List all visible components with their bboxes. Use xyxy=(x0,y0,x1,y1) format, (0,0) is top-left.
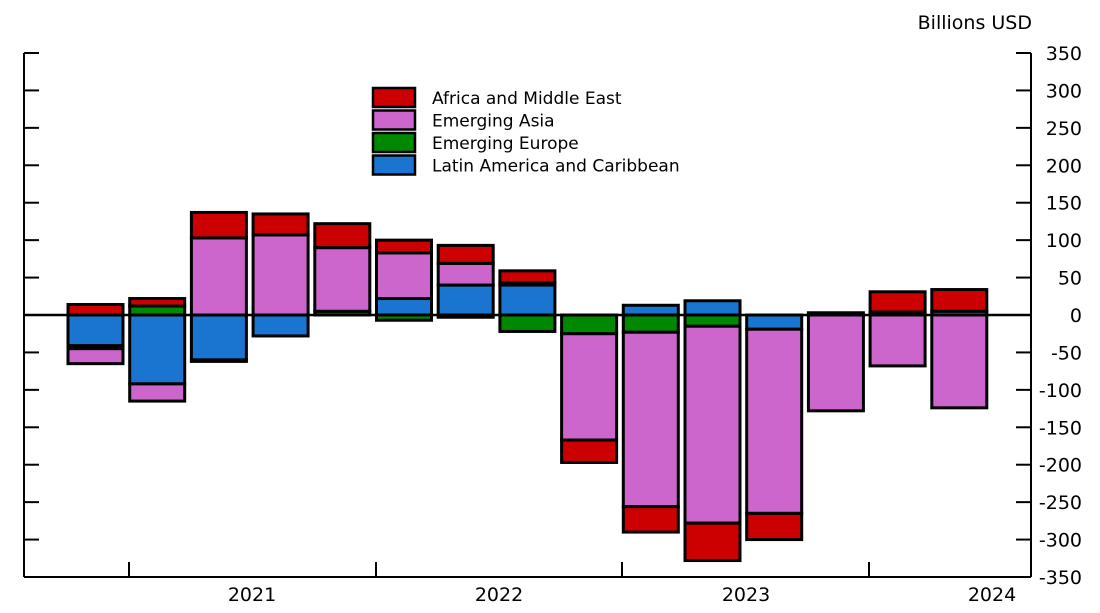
y-tick-label: 50 xyxy=(1058,268,1082,290)
legend-label: Emerging Asia xyxy=(432,112,555,132)
x-tick-label: 2022 xyxy=(475,584,523,606)
legend-swatch xyxy=(371,154,417,176)
x-tick-label: 2024 xyxy=(968,584,1016,606)
bar-segment-latin-america-and-caribbean xyxy=(375,297,433,317)
legend-label: Latin America and Caribbean xyxy=(432,157,680,177)
bar-segment-emerging-asia xyxy=(66,347,125,366)
bar-segment-emerging-europe xyxy=(621,313,680,334)
bar-segment-emerging-asia xyxy=(868,313,927,368)
unit-label: Billions USD xyxy=(918,12,1032,34)
y-tick-label: -100 xyxy=(1039,380,1082,402)
bar-segment-emerging-europe xyxy=(498,313,557,333)
bar-segment-emerging-asia xyxy=(436,261,495,287)
bar-segment-emerging-asia xyxy=(621,330,680,509)
bar-segment-africa-and-middle-east xyxy=(683,521,742,563)
bar-segment-africa-and-middle-east xyxy=(189,210,248,240)
bar-segment-africa-and-middle-east xyxy=(66,303,125,317)
legend-swatch xyxy=(371,109,417,131)
bar-segment-africa-and-middle-east xyxy=(313,222,372,250)
bar-segment-emerging-asia xyxy=(683,324,742,525)
legend-swatch xyxy=(371,86,417,109)
bar-segment-latin-america-and-caribbean xyxy=(251,313,310,338)
bar-segment-emerging-europe xyxy=(683,313,742,328)
bar-segment-emerging-asia xyxy=(313,246,372,313)
y-tick-label: 250 xyxy=(1046,118,1082,140)
bar-segment-latin-america-and-caribbean xyxy=(436,283,495,317)
bar-segment-latin-america-and-caribbean xyxy=(189,313,248,362)
bar-segment-africa-and-middle-east xyxy=(930,288,989,313)
y-tick-label: -350 xyxy=(1039,567,1082,589)
bar-segment-latin-america-and-caribbean xyxy=(498,283,557,317)
bar-segment-emerging-asia xyxy=(745,327,804,515)
bar-segment-africa-and-middle-east xyxy=(436,243,495,265)
bar-segment-emerging-asia xyxy=(251,233,310,317)
axes: 350 300 250 200 150 100 50 0 -50 -100 -150 -200 -250… xyxy=(23,43,1082,606)
y-tick-label: -250 xyxy=(1039,492,1082,514)
bar-segment-emerging-asia xyxy=(560,332,619,442)
bar-segment-latin-america-and-caribbean xyxy=(128,313,187,386)
x-tick-label: 2023 xyxy=(722,584,770,606)
bar-segment-africa-and-middle-east xyxy=(745,511,804,542)
y-tick-label: -200 xyxy=(1039,455,1082,477)
bar-segment-emerging-europe xyxy=(189,358,248,363)
bar-segment-africa-and-middle-east xyxy=(498,269,557,285)
bar-segment-latin-america-and-caribbean xyxy=(66,313,125,348)
bar-segment-africa-and-middle-east xyxy=(251,212,310,237)
y-tick-label: 200 xyxy=(1046,155,1082,177)
x-tick-label: 2021 xyxy=(228,584,276,606)
bar-segment-emerging-asia xyxy=(189,236,248,317)
y-tick-label: -150 xyxy=(1039,417,1082,439)
bar-segment-africa-and-middle-east xyxy=(128,297,187,308)
legend-swatch xyxy=(371,131,417,154)
legend-label: Emerging Europe xyxy=(432,134,579,154)
bar-segment-emerging-europe xyxy=(560,313,619,336)
bar-segment-emerging-asia xyxy=(930,313,989,410)
y-tick-label: -50 xyxy=(1051,342,1082,364)
y-tick-label: 100 xyxy=(1046,230,1082,252)
bar-segment-emerging-asia xyxy=(128,382,187,403)
y-tick-label: 350 xyxy=(1046,43,1082,65)
bars xyxy=(66,210,989,563)
bar-segment-africa-and-middle-east xyxy=(375,238,433,255)
bar-segment-latin-america-and-caribbean xyxy=(745,313,804,331)
legend-label: Africa and Middle East xyxy=(432,89,622,109)
legend: Africa and Middle East Emerging AsiaEmerg… xyxy=(371,86,680,177)
y-tick-label: 150 xyxy=(1046,193,1082,215)
bar-segment-africa-and-middle-east xyxy=(868,290,927,314)
y-tick-label: 0 xyxy=(1070,305,1082,327)
bar-segment-africa-and-middle-east xyxy=(621,505,680,534)
y-tick-label: 300 xyxy=(1046,80,1082,102)
bar-segment-africa-and-middle-east xyxy=(560,438,619,464)
y-tick-label: -300 xyxy=(1039,530,1082,552)
bar-segment-latin-america-and-caribbean xyxy=(683,299,742,317)
bar-segment-emerging-asia xyxy=(806,313,865,413)
bar-segment-emerging-asia xyxy=(375,251,433,301)
